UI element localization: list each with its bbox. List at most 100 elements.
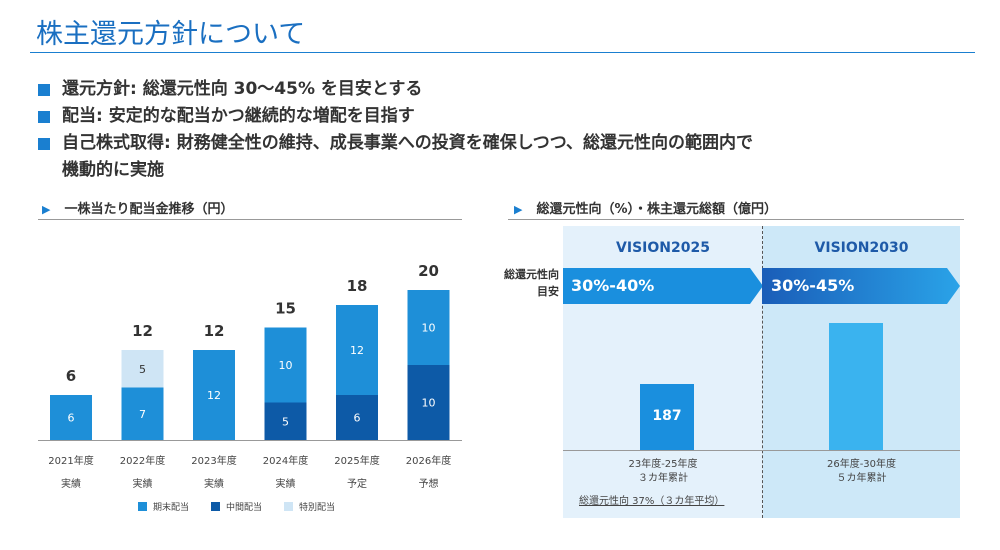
bullet-square-icon	[38, 84, 50, 96]
dividend-x-tick-label: 2023年度 実績	[179, 450, 249, 496]
dividend-total-label: 15	[275, 300, 296, 318]
dividend-bar-segment	[407, 365, 450, 440]
return-section-title: 総還元性向（%）・株主還元総額（億円）	[536, 202, 777, 217]
dividend-x-tick-line: 2024年度	[262, 456, 309, 467]
return-bar-2025-value: 187	[652, 408, 682, 424]
arrow-2030	[762, 268, 960, 304]
dividend-x-tick-line: 2026年度	[405, 456, 452, 467]
dividend-total-label: 20	[418, 262, 439, 280]
dividend-x-tick-label: 2024年度 実績	[251, 450, 321, 496]
dividend-bar-segment	[50, 395, 92, 440]
dividend-section-heading: ▶ 一株当たり配当金推移（円）	[42, 198, 233, 217]
dividend-segment-label: 5	[282, 415, 289, 428]
dividend-segment-label: 6	[68, 412, 75, 425]
arrow-2025-text: 30%-40%	[571, 276, 655, 295]
bullet-square-icon	[38, 138, 50, 150]
caption-2030-line1: 26年度-30年度	[826, 459, 897, 470]
caption-2025: 23年度-25年度 ３カ年累計	[563, 458, 763, 486]
dividend-x-tick-line: 予想	[418, 479, 439, 490]
dividend-bar-segment	[264, 327, 307, 403]
dividend-legend: 期末配当 中間配当 特別配当	[138, 500, 335, 513]
bullet-return-policy: 還元方針: 総還元性向 30～45% を目安とする	[38, 76, 968, 103]
arrow-2030-shape	[762, 268, 960, 304]
legend-item: 中間配当	[211, 500, 262, 513]
bullet-text: 機動的に実施	[62, 160, 164, 180]
bullet-buyback: 自己株式取得: 財務健全性の維持、成長事業への投資を確保しつつ、総還元性向の範囲…	[38, 130, 968, 157]
bullet-buyback-cont: 機動的に実施	[38, 157, 968, 184]
return-baseline	[563, 450, 960, 451]
dividend-segment-label: 10	[279, 359, 293, 372]
caption-2025-line2: ３カ年累計	[638, 473, 688, 484]
dividend-bar-segment	[193, 350, 235, 440]
arrow-2025-shape	[563, 268, 763, 304]
dividend-x-tick-label: 2021年度 実績	[36, 450, 106, 496]
dividend-segment-label: 10	[422, 322, 436, 335]
bullet-dividend: 配当: 安定的な配当かつ継続的な増配を目指す	[38, 103, 968, 130]
payout-average-note: 総還元性向 37%（３カ年平均）	[579, 496, 725, 507]
dividend-bar-segment	[121, 387, 164, 440]
return-section-rule	[508, 219, 964, 220]
legend-swatch	[211, 502, 221, 511]
legend-label: 期末配当	[153, 503, 190, 513]
dividend-x-tick-line: 2021年度	[48, 456, 94, 467]
shareholder-return-panel: VISION2025 VISION2030 30%-40% 30%-45% 18…	[563, 226, 960, 518]
dividend-x-tick-label: 2025年度 予定	[322, 450, 392, 496]
triangle-right-icon: ▶	[42, 203, 51, 216]
dividend-bar-segment	[264, 402, 307, 440]
period-divider	[762, 226, 763, 518]
return-section-heading: ▶ 総還元性向（%）・株主還元総額（億円）	[514, 198, 777, 217]
legend-item: 期末配当	[138, 500, 189, 513]
dividend-segment-label: 12	[207, 389, 221, 402]
dividend-total-label: 12	[204, 322, 225, 340]
dividend-bar-segment	[121, 350, 164, 388]
dividend-chart-svg: 6 6 7 5 12 12 12 5 10 15 6 12 18 10 10 20	[38, 262, 462, 441]
legend-swatch	[284, 502, 294, 511]
vision2025-label: VISION2025	[616, 240, 710, 256]
legend-label: 特別配当	[299, 503, 336, 513]
title-divider	[30, 52, 975, 53]
dividend-segment-label: 10	[422, 397, 436, 410]
dividend-x-tick-label: 2026年度 予想	[394, 450, 464, 496]
dividend-bar-segment	[336, 305, 378, 395]
triangle-right-icon: ▶	[514, 203, 523, 216]
dividend-total-label: 6	[66, 367, 76, 385]
dividend-section-title: 一株当たり配当金推移（円）	[64, 202, 234, 217]
dividend-x-tick-line: 実績	[132, 479, 153, 490]
dividend-segment-label: 7	[139, 408, 146, 421]
payout-guide-label-line1: 総還元性向	[504, 268, 559, 281]
bullet-text: 自己株式取得: 財務健全性の維持、成長事業への投資を確保しつつ、総還元性向の範囲…	[62, 133, 754, 153]
payout-guide-label-line2: 目安	[537, 285, 559, 298]
dividend-section-rule	[38, 219, 462, 220]
dividend-bar-segment	[407, 290, 450, 365]
bullet-text: 配当: 安定的な配当かつ継続的な増配を目指す	[62, 106, 415, 126]
caption-2030-line2: ５カ年累計	[836, 473, 887, 484]
bullet-text: 還元方針: 総還元性向 30～45% を目安とする	[62, 79, 423, 99]
dividend-x-tick-line: 2025年度	[334, 456, 380, 467]
payout-guide-label: 総還元性向 目安	[484, 266, 559, 300]
legend-item: 特別配当	[284, 500, 335, 513]
arrow-2025	[563, 268, 763, 304]
bullet-square-icon	[38, 111, 50, 123]
dividend-segment-label: 6	[354, 412, 361, 425]
dividend-x-tick-line: 実績	[204, 479, 224, 490]
caption-2025-line1: 23年度-25年度	[628, 459, 698, 470]
dividend-segment-label: 5	[139, 363, 146, 376]
page-title: 株主還元方針について	[36, 19, 306, 50]
dividend-x-tick-line: 実績	[61, 479, 81, 490]
policy-bullet-list: 還元方針: 総還元性向 30～45% を目安とする 配当: 安定的な配当かつ継続…	[38, 76, 968, 184]
dividend-x-tick-line: 2022年度	[119, 456, 166, 467]
dividend-bar-segment	[336, 395, 378, 440]
dividend-x-tick-label: 2022年度 実績	[108, 450, 178, 496]
dividend-x-tick-line: 2023年度	[191, 456, 237, 467]
return-bar-2030	[829, 323, 883, 450]
dividend-total-label: 12	[132, 322, 153, 340]
dividend-total-label: 18	[347, 277, 368, 295]
vision2030-label: VISION2030	[814, 240, 909, 256]
arrow-2030-text: 30%-45%	[771, 276, 855, 295]
legend-swatch	[138, 502, 147, 511]
dividend-x-tick-line: 予定	[347, 479, 367, 490]
dividend-x-tick-line: 実績	[275, 479, 296, 490]
legend-label: 中間配当	[226, 503, 263, 513]
return-bar-2025: 187	[640, 384, 694, 450]
dividend-segment-label: 12	[350, 344, 364, 357]
